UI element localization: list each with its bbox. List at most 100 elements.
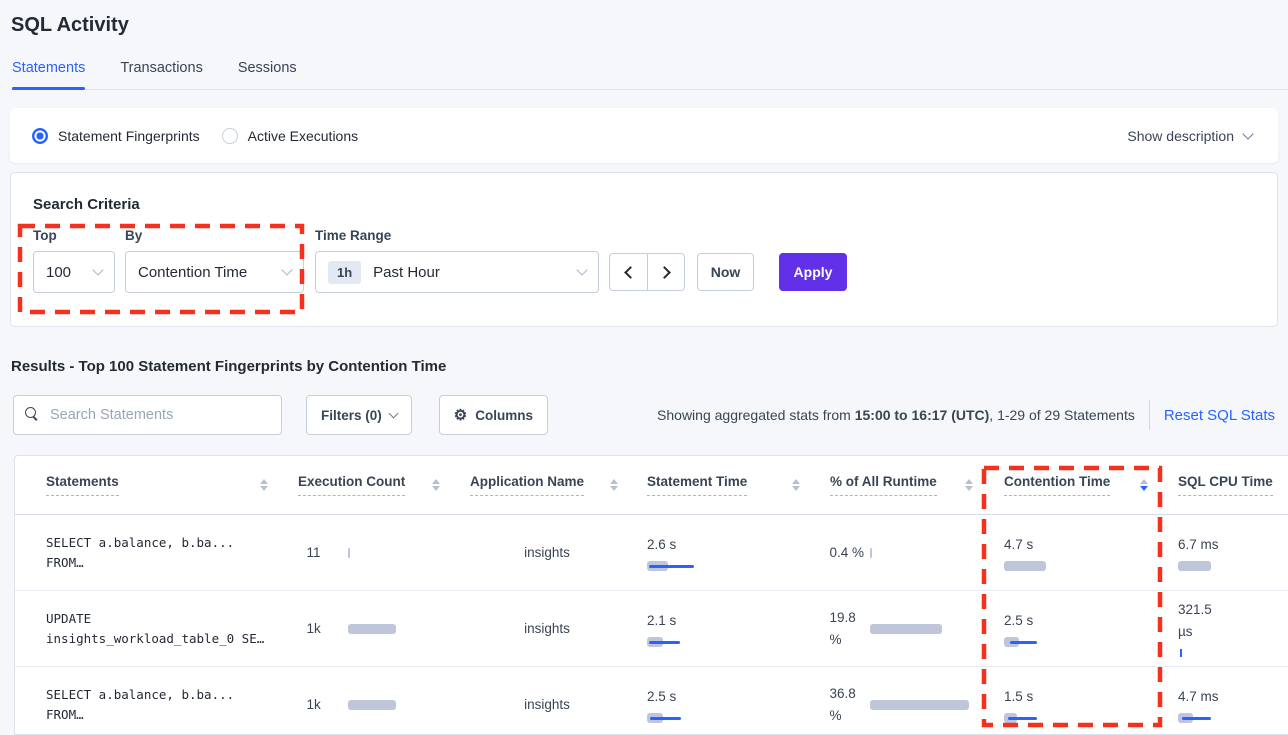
execution-count-value: 1k [306,696,321,712]
show-description-label: Show description [1127,127,1234,144]
col-header-application-name[interactable]: Application Name [456,474,634,496]
value-bar [647,561,777,571]
pct-runtime-value: 0.4 % [829,544,865,560]
by-select-value: Contention Time [138,263,248,281]
top-select-value: 100 [46,263,72,281]
search-icon [25,407,40,422]
columns-button[interactable]: ⚙ Columns [438,395,548,435]
cell-sql-cpu-time: 6.7 ms [1164,515,1288,590]
tab-sessions[interactable]: Sessions [237,60,297,76]
time-badge: 1h [328,260,362,284]
sort-icon[interactable] [792,479,800,491]
col-header-sql-cpu-time[interactable]: SQL CPU Time [1164,474,1288,496]
col-header-of-all-runtime[interactable]: % of All Runtime [816,474,989,496]
view-toggle-bar: Statement Fingerprints Active Executions… [10,108,1278,163]
value-bar [347,623,438,634]
sort-icon[interactable] [432,479,440,491]
reset-sql-stats-link[interactable]: Reset SQL Stats [1163,406,1275,424]
col-header-label: SQL CPU Time [1178,474,1273,496]
search-statements-box [13,395,282,435]
by-select[interactable]: Contention Time [125,251,304,293]
show-description-toggle[interactable]: Show description [1127,127,1254,144]
results-heading: Results - Top 100 Statement Fingerprints… [11,358,447,375]
cell-statement: UPDATE insights_workload_table_0 SE… [46,610,265,646]
value-bar [647,713,777,723]
col-header-execution-count[interactable]: Execution Count [284,474,456,496]
by-field: By Contention Time [125,228,315,293]
col-header-label: Contention Time [1004,474,1111,496]
pct-runtime-value: 19.8 % [829,609,856,647]
statement-time-value: 2.1 s [647,613,677,628]
value-bar [869,547,980,558]
time-nav-group [609,253,685,291]
sql-cpu-time-value: 4.7 ms [1178,689,1219,704]
value-bar [1178,713,1288,723]
radio-unselected-icon[interactable] [221,127,238,144]
sort-icon[interactable] [260,479,268,491]
radio-active-executions[interactable]: Active Executions [221,127,359,144]
search-statements-input[interactable] [13,395,282,435]
prev-time-button[interactable] [610,254,647,290]
tabs: Statements Transactions Sessions [11,60,1288,90]
col-header-label: % of All Runtime [830,474,937,496]
statements-table: Statements Execution Count Application Nam… [14,455,1288,735]
sort-icon[interactable] [965,479,973,491]
col-header-statements[interactable]: Statements [15,474,284,496]
top-field: Top 100 [33,228,125,293]
table-row[interactable]: SELECT a.balance, b.ba... FROM… 11 insights… [15,515,1288,591]
cell-contention-time: 2.5 s [989,591,1164,666]
cell-execution-count: 1k [284,591,456,666]
radio-selected-icon[interactable] [32,127,48,144]
filters-label: Filters (0) [321,407,382,423]
execution-count-value: 11 [306,544,321,560]
search-criteria-form: Top 100 By Contention Time Time Range 1h… [33,228,1253,293]
time-range-select[interactable]: 1h Past Hour [315,251,599,293]
table-row[interactable]: UPDATE insights_workload_table_0 SE… 1k ins… [15,591,1288,667]
radio-label: Statement Fingerprints [58,127,200,144]
col-header-label: Application Name [470,474,585,496]
application-name-value: insights [524,621,570,636]
table-body: SELECT a.balance, b.ba... FROM… 11 insights… [15,515,1288,734]
sort-icon[interactable] [610,479,618,491]
pct-runtime-value: 36.8 % [829,685,856,723]
value-bar [869,699,980,710]
cell-application-name: insights [456,515,634,590]
contention-time-value: 2.5 s [1004,613,1034,628]
apply-button[interactable]: Apply [779,253,847,291]
col-header-contention-time[interactable]: Contention Time [989,474,1164,496]
time-range-label: Time Range [315,228,392,243]
stats-text: Showing aggregated stats from 15:00 to 1… [657,407,1135,423]
filters-button[interactable]: Filters (0) [306,395,412,435]
application-name-value: insights [524,697,570,712]
search-criteria-title: Search Criteria [33,196,140,213]
tab-transactions[interactable]: Transactions [120,60,203,76]
cell-application-name: insights [456,591,634,666]
contention-time-value: 4.7 s [1004,537,1034,552]
table-controls-row: Filters (0) ⚙ Columns Showing aggregated… [13,395,1288,435]
statement-time-value: 2.6 s [647,537,677,552]
chevron-down-icon [576,264,588,276]
top-select[interactable]: 100 [33,251,115,293]
col-header-label: Execution Count [298,474,406,496]
cell-execution-count: 11 [284,515,456,590]
cell-contention-time: 4.7 s [989,515,1164,590]
value-bar [1004,561,1134,571]
cell-sql-cpu-time: 4.7 ms [1164,667,1288,734]
radio-label: Active Executions [247,127,359,144]
value-bar [647,637,777,647]
tab-statements[interactable]: Statements [12,60,86,90]
col-header-statement-time[interactable]: Statement Time [634,474,816,496]
cell-contention-time: 1.5 s [989,667,1164,734]
value-bar [869,623,980,634]
next-time-button[interactable] [647,254,684,290]
chevron-left-icon [623,265,637,279]
time-range-field: Time Range 1h Past Hour [315,228,609,293]
sort-icon[interactable] [1140,479,1148,491]
cell-statement-time: 2.5 s [634,667,816,734]
cell-pct-runtime: 0.4 % [816,515,989,590]
table-row[interactable]: SELECT a.balance, b.ba... FROM… 1k insights… [15,667,1288,734]
now-button[interactable]: Now [697,253,754,291]
radio-statement-fingerprints[interactable]: Statement Fingerprints [32,127,200,144]
execution-count-value: 1k [306,620,321,636]
value-bar [347,547,438,558]
